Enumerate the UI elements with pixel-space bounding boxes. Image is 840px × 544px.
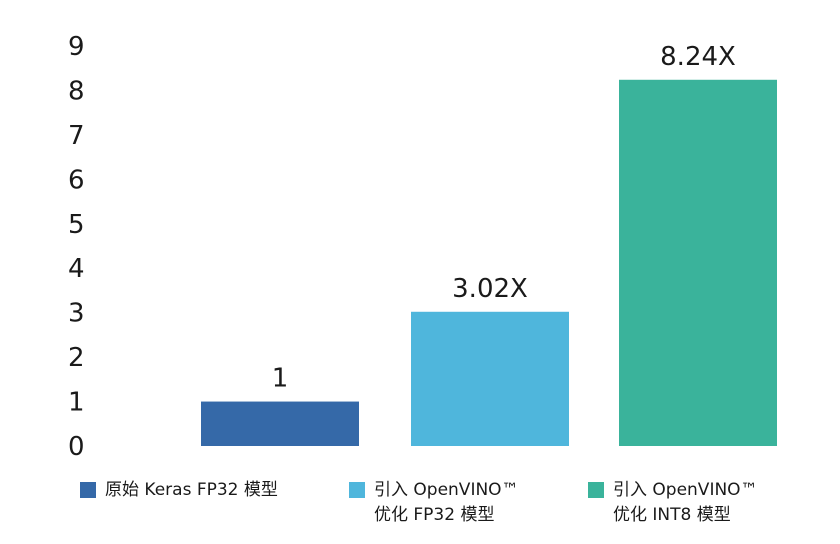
y-tick-label: 3 (68, 299, 85, 329)
legend-swatch-openvino-int8 (588, 482, 604, 498)
bar-value-label: 8.24X (660, 42, 736, 72)
y-tick-label: 8 (68, 76, 85, 106)
y-tick-label: 6 (68, 165, 85, 195)
legend-item-openvino-int8: 引入 OpenVINO™ 优化 INT8 模型 (588, 478, 758, 528)
legend-label-openvino-int8: 引入 OpenVINO™ 优化 INT8 模型 (613, 480, 758, 525)
bar-value-label: 1 (272, 364, 289, 394)
y-tick-label: 5 (68, 210, 85, 240)
y-tick-label: 1 (68, 388, 85, 418)
bars (201, 79, 777, 447)
y-tick-label: 9 (68, 32, 85, 62)
bar (411, 311, 569, 446)
y-tick-label: 4 (68, 254, 85, 284)
legend-swatch-openvino-fp32 (349, 482, 365, 498)
y-tick-label: 7 (68, 121, 85, 151)
legend-item-keras-fp32: 原始 Keras FP32 模型 (80, 478, 278, 503)
legend-swatch-keras-fp32 (80, 482, 96, 498)
y-tick-label: 0 (68, 432, 85, 462)
bar-chart: 0 1 2 3 4 5 6 7 8 9 1 3.02X 8.24X (68, 32, 777, 462)
y-axis: 0 1 2 3 4 5 6 7 8 9 (68, 32, 85, 462)
bar (201, 401, 359, 446)
bar-value-label: 3.02X (452, 274, 528, 304)
bar (619, 79, 777, 447)
legend: 原始 Keras FP32 模型 引入 OpenVINO™ 优化 FP32 模型… (0, 478, 840, 544)
data-labels: 1 3.02X 8.24X (272, 42, 736, 394)
legend-label-keras-fp32: 原始 Keras FP32 模型 (105, 480, 278, 500)
legend-item-openvino-fp32: 引入 OpenVINO™ 优化 FP32 模型 (349, 478, 519, 528)
y-tick-label: 2 (68, 343, 85, 373)
legend-label-openvino-fp32: 引入 OpenVINO™ 优化 FP32 模型 (374, 480, 519, 525)
